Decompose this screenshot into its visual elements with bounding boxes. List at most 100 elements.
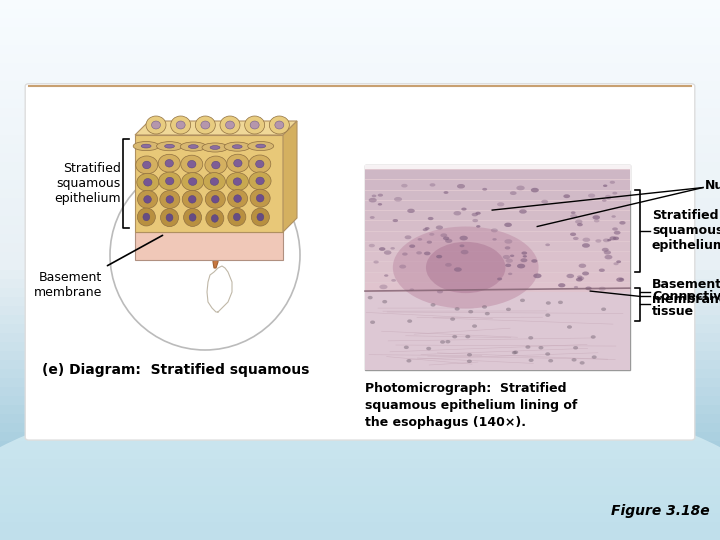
Bar bbox=[0, 189, 720, 198]
Ellipse shape bbox=[578, 276, 584, 280]
Ellipse shape bbox=[603, 239, 610, 242]
Ellipse shape bbox=[504, 222, 512, 227]
Bar bbox=[0, 468, 720, 477]
Ellipse shape bbox=[256, 144, 266, 148]
Ellipse shape bbox=[613, 237, 619, 240]
Bar bbox=[0, 522, 720, 531]
Bar bbox=[0, 126, 720, 135]
Bar bbox=[0, 360, 720, 369]
Ellipse shape bbox=[440, 340, 445, 344]
Bar bbox=[0, 171, 720, 180]
Bar bbox=[0, 369, 720, 378]
Bar bbox=[0, 180, 720, 189]
Ellipse shape bbox=[619, 278, 624, 281]
Ellipse shape bbox=[228, 208, 246, 226]
Ellipse shape bbox=[521, 258, 528, 262]
Ellipse shape bbox=[431, 303, 436, 307]
FancyBboxPatch shape bbox=[135, 232, 283, 260]
Ellipse shape bbox=[133, 141, 159, 151]
Ellipse shape bbox=[510, 254, 514, 257]
Bar bbox=[365, 201, 630, 210]
Ellipse shape bbox=[582, 272, 589, 275]
Ellipse shape bbox=[369, 244, 375, 247]
Ellipse shape bbox=[158, 172, 181, 190]
Ellipse shape bbox=[462, 207, 467, 211]
Ellipse shape bbox=[611, 215, 616, 218]
Ellipse shape bbox=[165, 159, 174, 167]
Bar bbox=[0, 477, 720, 486]
Text: Stratified
squamous
epithelium: Stratified squamous epithelium bbox=[652, 209, 720, 252]
Ellipse shape bbox=[424, 252, 431, 255]
Text: Basement
membrane: Basement membrane bbox=[34, 271, 102, 299]
Ellipse shape bbox=[210, 146, 220, 150]
Ellipse shape bbox=[606, 197, 611, 199]
Ellipse shape bbox=[599, 287, 606, 291]
Ellipse shape bbox=[570, 233, 576, 236]
Bar bbox=[0, 153, 720, 162]
Ellipse shape bbox=[441, 233, 447, 237]
Ellipse shape bbox=[459, 235, 468, 240]
Ellipse shape bbox=[604, 251, 611, 254]
Ellipse shape bbox=[603, 185, 608, 187]
Ellipse shape bbox=[465, 335, 470, 339]
Ellipse shape bbox=[613, 231, 621, 234]
Bar bbox=[365, 273, 630, 282]
Ellipse shape bbox=[210, 178, 219, 185]
Ellipse shape bbox=[378, 194, 383, 197]
Ellipse shape bbox=[602, 199, 606, 202]
Ellipse shape bbox=[508, 273, 513, 275]
Ellipse shape bbox=[416, 251, 422, 254]
Ellipse shape bbox=[579, 264, 586, 268]
Bar bbox=[0, 261, 720, 270]
Ellipse shape bbox=[161, 208, 179, 227]
Ellipse shape bbox=[158, 154, 180, 172]
Ellipse shape bbox=[467, 353, 472, 356]
Ellipse shape bbox=[257, 213, 264, 221]
Ellipse shape bbox=[430, 183, 436, 187]
Ellipse shape bbox=[418, 238, 422, 241]
Ellipse shape bbox=[151, 121, 161, 129]
Ellipse shape bbox=[602, 248, 608, 252]
Ellipse shape bbox=[605, 255, 613, 259]
Ellipse shape bbox=[408, 208, 415, 213]
Ellipse shape bbox=[585, 287, 592, 290]
Bar bbox=[0, 324, 720, 333]
Bar bbox=[365, 169, 630, 292]
Ellipse shape bbox=[408, 319, 412, 323]
Ellipse shape bbox=[454, 211, 462, 215]
Ellipse shape bbox=[475, 212, 481, 215]
Ellipse shape bbox=[545, 313, 550, 317]
Bar bbox=[0, 351, 720, 360]
Ellipse shape bbox=[468, 310, 473, 313]
Ellipse shape bbox=[521, 252, 527, 255]
Ellipse shape bbox=[234, 159, 242, 167]
Polygon shape bbox=[216, 215, 232, 230]
Ellipse shape bbox=[393, 226, 539, 308]
Ellipse shape bbox=[423, 228, 428, 231]
Ellipse shape bbox=[531, 188, 539, 192]
Ellipse shape bbox=[503, 255, 510, 259]
Ellipse shape bbox=[444, 191, 449, 194]
Bar bbox=[365, 180, 630, 190]
Ellipse shape bbox=[234, 195, 241, 202]
Ellipse shape bbox=[505, 246, 510, 249]
Ellipse shape bbox=[382, 300, 387, 303]
Ellipse shape bbox=[372, 194, 377, 197]
Ellipse shape bbox=[143, 179, 152, 186]
Ellipse shape bbox=[406, 359, 411, 362]
Bar bbox=[365, 292, 630, 370]
Ellipse shape bbox=[590, 335, 595, 339]
Bar bbox=[0, 495, 720, 504]
Ellipse shape bbox=[558, 283, 565, 287]
Bar bbox=[365, 232, 630, 241]
Ellipse shape bbox=[476, 225, 480, 228]
Bar bbox=[0, 270, 720, 279]
Bar bbox=[0, 234, 720, 243]
Ellipse shape bbox=[429, 233, 434, 236]
Text: (e) Diagram:  Stratified squamous: (e) Diagram: Stratified squamous bbox=[42, 363, 310, 377]
Bar bbox=[0, 279, 720, 288]
Ellipse shape bbox=[156, 141, 183, 151]
Ellipse shape bbox=[249, 155, 271, 173]
Bar bbox=[365, 191, 630, 200]
Ellipse shape bbox=[546, 301, 551, 305]
